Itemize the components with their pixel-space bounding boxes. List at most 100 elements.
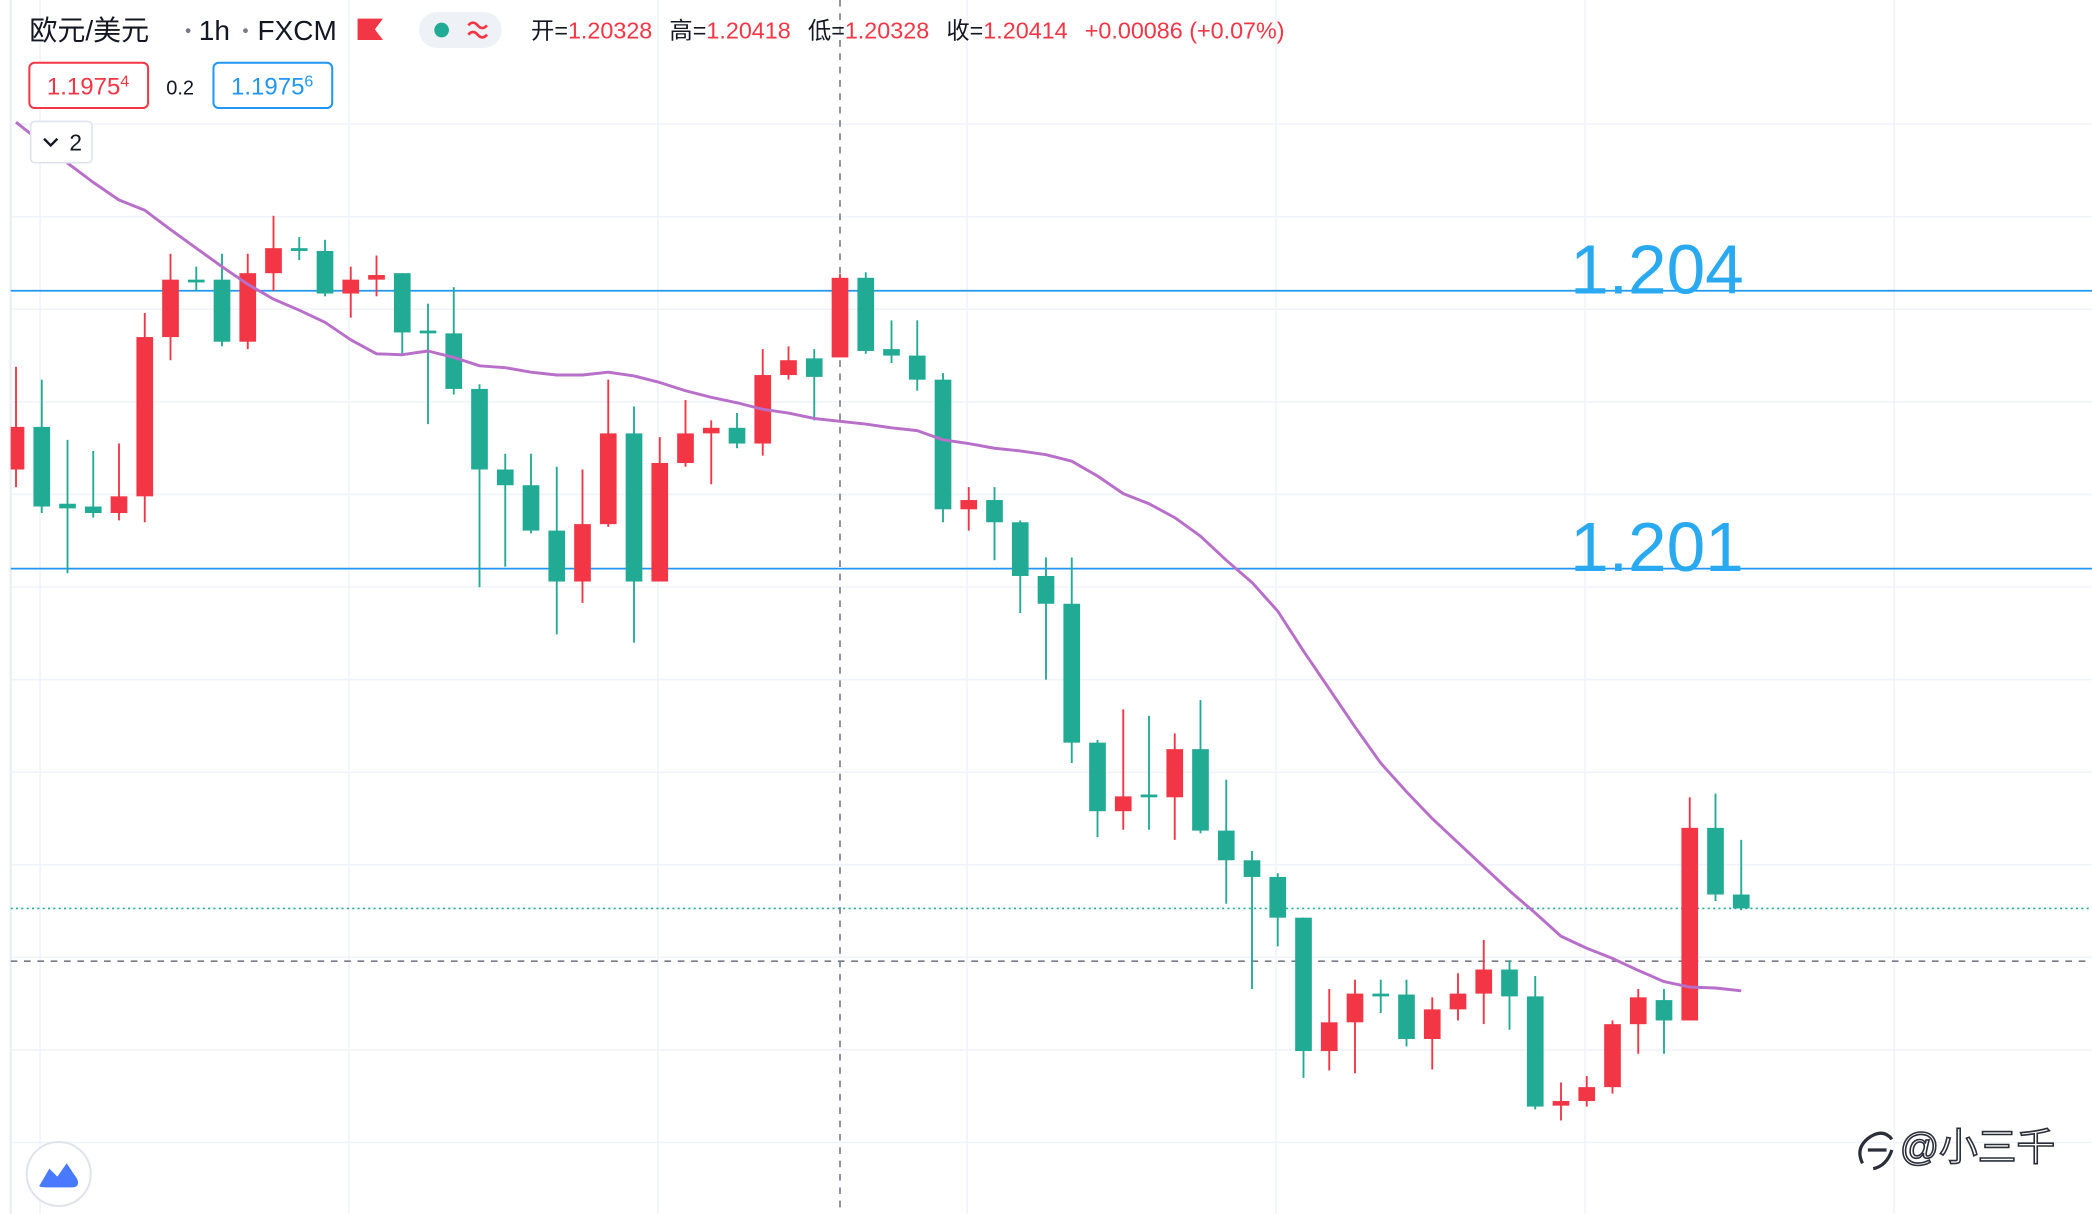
candle-body bbox=[780, 360, 797, 376]
ohlc-value: 1.20328 bbox=[845, 18, 929, 44]
candle-body bbox=[1140, 794, 1158, 798]
ask-pip: 6 bbox=[304, 74, 313, 91]
candle-body bbox=[1011, 522, 1029, 576]
candle-body bbox=[1295, 917, 1312, 1052]
watermark: @小三千 bbox=[1858, 1126, 2056, 1170]
candle-body bbox=[857, 277, 875, 351]
candle-body bbox=[187, 279, 205, 283]
candle-body bbox=[831, 277, 849, 358]
ask-main: 1.1975 bbox=[231, 74, 304, 101]
candle-body bbox=[136, 337, 154, 497]
candle-body bbox=[33, 426, 51, 507]
candle-body bbox=[10, 426, 25, 470]
ohlc-label: 收= bbox=[946, 18, 983, 44]
candle-body bbox=[651, 463, 669, 582]
candle-body bbox=[290, 248, 308, 251]
candle-body bbox=[1114, 796, 1132, 812]
candle-body bbox=[1089, 742, 1106, 812]
candle-body bbox=[110, 496, 128, 514]
candle-body bbox=[1526, 996, 1544, 1107]
candle-body bbox=[1578, 1087, 1596, 1102]
spread: 0.2 bbox=[166, 78, 194, 100]
candle-body bbox=[471, 388, 488, 470]
status-pill[interactable] bbox=[418, 12, 502, 49]
candle-body bbox=[728, 427, 746, 444]
candle-body bbox=[1243, 860, 1261, 877]
candle-body bbox=[84, 506, 102, 514]
candle-body bbox=[265, 248, 282, 274]
horizontal-line-label: 1.201 bbox=[1570, 508, 1744, 586]
candle-body bbox=[1681, 827, 1699, 1021]
candle-body bbox=[883, 349, 900, 356]
watermark-text: @小三千 bbox=[1900, 1127, 2055, 1170]
ohlc: 开=1.20328 高=1.20418 低=1.20328 收=1.20414 … bbox=[531, 18, 1285, 44]
candle-body bbox=[1269, 876, 1287, 918]
bid-main: 1.1975 bbox=[47, 74, 120, 101]
candle-body bbox=[1732, 894, 1750, 909]
candle-body bbox=[1192, 749, 1209, 831]
candle-body bbox=[1475, 969, 1493, 994]
flag-icon[interactable] bbox=[357, 18, 383, 41]
candle-body bbox=[1449, 993, 1467, 1010]
market-open-dot bbox=[434, 22, 449, 38]
candle-body bbox=[496, 469, 514, 486]
candle-body bbox=[342, 279, 360, 294]
separator bbox=[185, 28, 191, 34]
candle-body bbox=[574, 524, 591, 582]
ohlc-label: 开= bbox=[531, 18, 568, 44]
candle-body bbox=[445, 333, 463, 389]
candle-body bbox=[908, 355, 926, 380]
chevron-icon bbox=[43, 137, 59, 148]
horizontal-line-label: 1.204 bbox=[1570, 230, 1744, 308]
candle-body bbox=[239, 273, 257, 342]
candle-body bbox=[213, 279, 231, 342]
candle-body bbox=[1398, 994, 1415, 1039]
interval: 1h bbox=[199, 15, 230, 46]
candle-body bbox=[1063, 603, 1081, 743]
candle-body bbox=[1423, 1009, 1441, 1039]
candle-body bbox=[1629, 997, 1647, 1025]
bid-pip: 4 bbox=[120, 74, 129, 91]
ohlc-label: 高= bbox=[669, 18, 706, 44]
indicators-count: 2 bbox=[69, 130, 82, 156]
candle-body bbox=[805, 358, 823, 377]
candle-body bbox=[1604, 1024, 1621, 1088]
candle-body bbox=[1552, 1101, 1570, 1106]
candle-body bbox=[522, 485, 540, 531]
logo-icon bbox=[39, 1163, 79, 1188]
candle-body bbox=[1166, 749, 1184, 798]
ask-price: 1.19756 bbox=[231, 74, 313, 101]
candle-body bbox=[1501, 969, 1518, 997]
candle-body bbox=[1346, 993, 1364, 1023]
header: 欧元/美元 1h FXCM 开=1.20328 高=1.20418 低=1.20… bbox=[28, 12, 1285, 164]
candle-body bbox=[1320, 1022, 1338, 1052]
plot-area: 1.204 1.201 bbox=[10, 0, 2092, 1214]
ohlc-value: 1.20328 bbox=[568, 18, 652, 44]
separator bbox=[243, 28, 248, 34]
indicators-toggle[interactable] bbox=[29, 120, 93, 164]
candle-body bbox=[677, 433, 694, 464]
candle-body bbox=[960, 500, 978, 510]
ohlc-value: 1.20414 bbox=[983, 18, 1067, 44]
candle-body bbox=[625, 433, 643, 582]
ohlc-label: 低= bbox=[808, 18, 845, 44]
ask-button[interactable] bbox=[212, 61, 334, 110]
bid-button[interactable] bbox=[28, 61, 150, 110]
candle-body bbox=[1707, 827, 1724, 895]
candle-body bbox=[316, 250, 334, 294]
candle-body bbox=[393, 273, 411, 333]
candle-body bbox=[162, 279, 179, 338]
candle-body bbox=[1037, 575, 1055, 604]
change: +0.00086 (+0.07%) bbox=[1085, 18, 1285, 44]
delayed-icon bbox=[467, 21, 488, 39]
candle-body bbox=[702, 427, 720, 434]
candle-body bbox=[934, 379, 952, 510]
logo-button[interactable] bbox=[25, 1140, 92, 1207]
ohlc-value: 1.20418 bbox=[706, 18, 790, 44]
moving-average-line bbox=[15, 121, 1742, 993]
candle-body bbox=[1217, 830, 1235, 861]
candle-body bbox=[419, 330, 437, 334]
grid bbox=[10, 0, 2092, 1214]
candle-body bbox=[599, 433, 617, 525]
